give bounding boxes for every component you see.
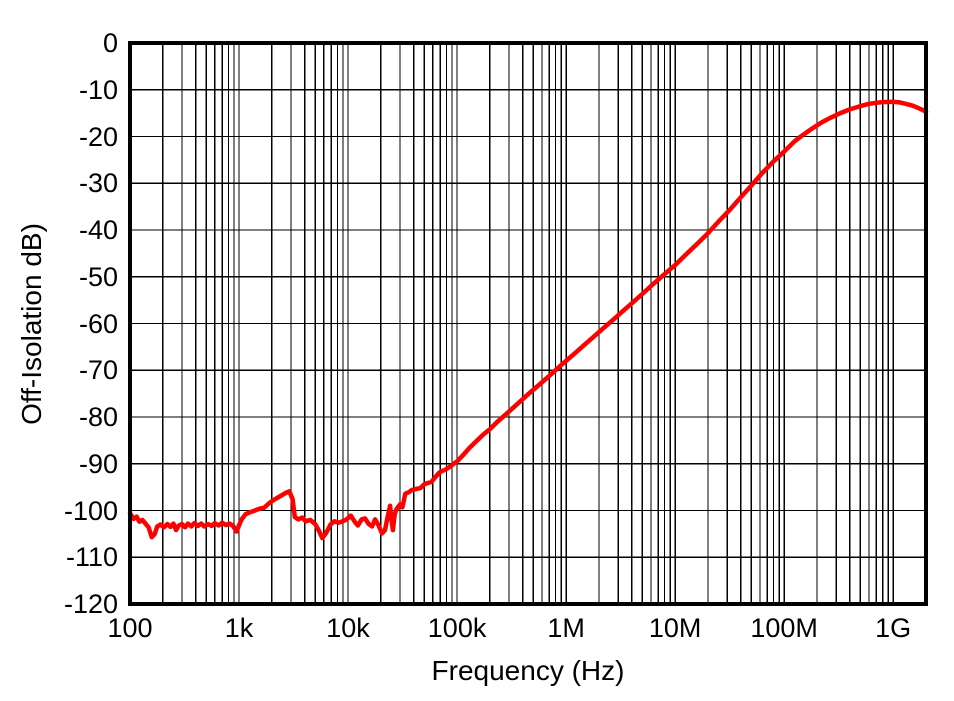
y-tick-label: -20: [78, 121, 118, 152]
x-tick-label: 10M: [648, 613, 702, 643]
x-tick-label: 10k: [326, 613, 370, 643]
y-tick-label: -30: [78, 168, 118, 199]
x-tick-label: 1G: [875, 613, 912, 643]
y-tick-label: -50: [78, 261, 118, 292]
y-tick-label: -60: [78, 308, 118, 339]
y-tick-label: 0: [102, 28, 118, 58]
y-tick-label: -70: [78, 355, 118, 386]
y-tick-label: -90: [78, 448, 118, 479]
y-tick-label: -80: [78, 402, 118, 432]
isolation-curve: [127, 99, 929, 541]
x-tick-label: 100: [107, 613, 153, 643]
y-tick-label: -40: [78, 215, 118, 245]
x-tick-label: 100k: [427, 613, 487, 643]
x-tick-label: 1k: [224, 613, 254, 643]
y-tick-label: -100: [63, 495, 118, 526]
y-tick-label: -110: [65, 542, 118, 573]
y-axis-title: Off-Isolation dB): [16, 222, 47, 425]
plot-border: [128, 41, 928, 606]
y-tick-label: -120: [63, 589, 118, 619]
x-axis-title: Frequency (Hz): [431, 655, 625, 686]
y-tick-label: -10: [78, 74, 118, 105]
x-tick-label: 100M: [750, 613, 818, 643]
x-tick-label: 1M: [547, 613, 585, 643]
